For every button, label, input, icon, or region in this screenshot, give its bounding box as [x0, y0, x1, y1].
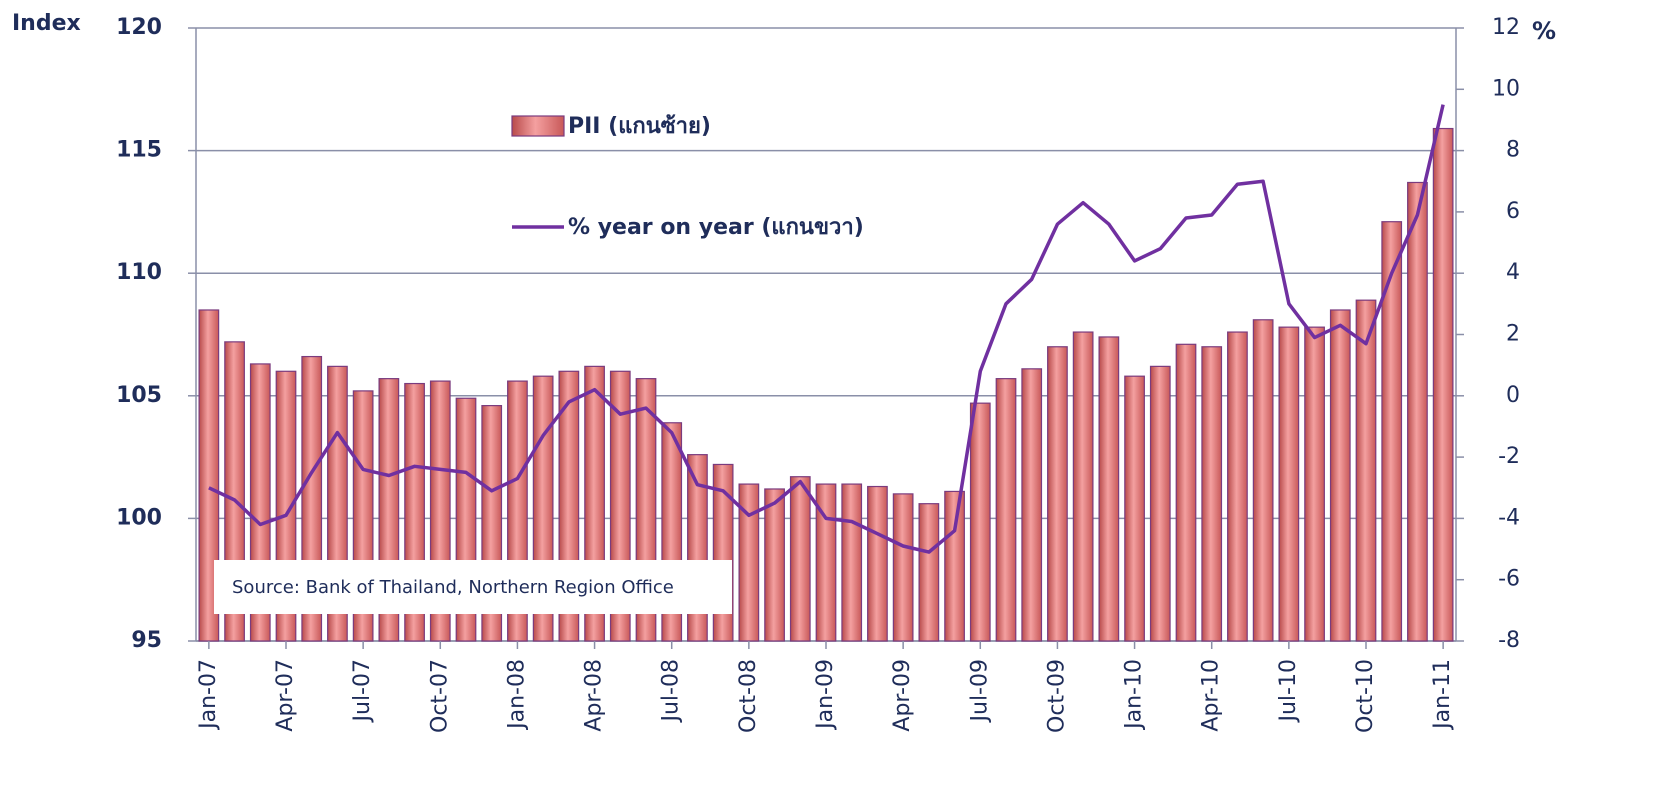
x-tick-label: Jan-08: [504, 659, 529, 731]
y2-tick-label: 0: [1506, 383, 1520, 408]
bar: [1304, 326, 1325, 642]
y2-tick-label: -4: [1498, 505, 1520, 530]
x-tick-label: Oct-08: [736, 659, 761, 733]
y2-tick-label: -2: [1498, 444, 1520, 469]
bar: [918, 503, 940, 642]
bar: [841, 483, 863, 642]
bar: [892, 493, 914, 642]
bar: [867, 485, 888, 642]
annotation-box: [214, 560, 732, 614]
bar: [1355, 299, 1377, 642]
bar: [1175, 343, 1197, 642]
y2-tick-label: 10: [1492, 76, 1520, 101]
y-tick-label: 95: [131, 628, 162, 653]
x-tick-label: Jul-08: [659, 659, 684, 723]
bar: [1329, 309, 1351, 642]
x-tick-label: Apr-10: [1199, 659, 1224, 732]
y2-tick-label: -8: [1498, 628, 1520, 653]
bar: [1021, 368, 1043, 642]
bar: [1278, 326, 1300, 642]
bar: [764, 488, 785, 642]
x-tick-label: Oct-07: [427, 659, 452, 733]
bar: [1252, 319, 1274, 642]
legend-label: PII (แกนซ้าย): [568, 114, 711, 139]
y2-tick-label: 4: [1506, 260, 1520, 285]
x-tick-label: Apr-09: [890, 659, 915, 732]
legend-label: % year on year (แกนขวา): [568, 215, 864, 240]
bar: [944, 490, 965, 642]
x-tick-label: Jan-07: [196, 659, 221, 731]
x-tick-label: Apr-08: [582, 659, 607, 732]
x-tick-label: Jan-09: [813, 659, 838, 731]
y-tick-label: 100: [116, 505, 162, 530]
bar: [995, 378, 1017, 642]
bar: [1149, 365, 1171, 642]
y2-tick-label: 6: [1506, 199, 1520, 224]
bar: [1201, 346, 1223, 642]
x-tick-label: Apr-07: [273, 659, 298, 732]
bar: [1407, 181, 1428, 642]
x-tick-label: Jul-07: [350, 659, 375, 723]
y2-tick-label: 2: [1506, 322, 1520, 347]
y2-tick-label: -6: [1498, 567, 1520, 592]
bar: [1072, 331, 1094, 642]
x-tick-label: Oct-09: [1044, 659, 1069, 733]
x-tick-label: Jan-10: [1122, 659, 1147, 731]
bar: [1047, 346, 1068, 642]
y-axis-label: Index: [12, 11, 81, 36]
bar: [1432, 127, 1454, 642]
y2-tick-label: 12: [1492, 15, 1520, 40]
y-tick-label: 105: [116, 383, 162, 408]
y-tick-label: 110: [116, 260, 162, 285]
bar: [1381, 221, 1403, 642]
bar: [1098, 336, 1120, 642]
y-tick-label: 120: [116, 15, 162, 40]
x-tick-label: Jul-09: [967, 659, 992, 723]
x-tick-label: Jul-10: [1276, 659, 1301, 723]
line: [208, 104, 1445, 554]
x-tick-label: Jan-11: [1430, 659, 1455, 731]
y2-axis-label: %: [1532, 17, 1556, 45]
legend-swatch: [511, 115, 565, 137]
bar: [1227, 331, 1248, 642]
bar: [969, 402, 991, 642]
x-tick-label: Oct-10: [1353, 659, 1378, 733]
y-tick-label: 115: [116, 138, 162, 163]
annotation: Source: Bank of Thailand, Northern Regio…: [232, 577, 674, 598]
bar: [789, 476, 811, 642]
bar: [1124, 375, 1145, 642]
y2-tick-label: 8: [1506, 138, 1520, 163]
